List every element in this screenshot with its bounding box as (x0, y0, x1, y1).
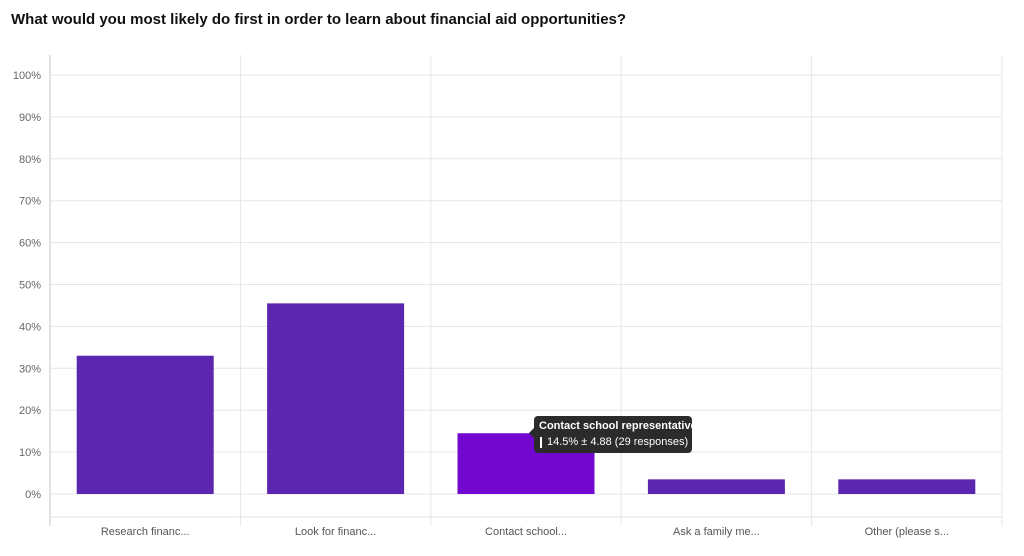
y-tick-label: 10% (19, 447, 41, 459)
x-tick-label: Contact school... (485, 526, 567, 538)
y-tick-label: 70% (19, 196, 41, 208)
y-tick-label: 60% (19, 238, 41, 250)
y-tick-label: 30% (19, 363, 41, 375)
chart-title: What would you most likely do first in o… (11, 11, 627, 28)
tooltip-title: Contact school representative (539, 420, 697, 432)
x-tick-label: Look for financ... (295, 526, 376, 538)
x-tick-label: Research financ... (101, 526, 190, 538)
y-tick-label: 20% (19, 405, 41, 417)
bar (267, 303, 405, 494)
bar (76, 355, 214, 494)
y-tick-label: 90% (19, 112, 41, 124)
tooltip-swatch (540, 436, 542, 448)
y-tick-label: 50% (19, 280, 41, 292)
x-tick-label: Other (please s... (865, 526, 949, 538)
chart-tooltip: Contact school representative 14.5% ± 4.… (529, 416, 697, 453)
y-tick-label: 0% (25, 489, 41, 501)
bar (838, 479, 976, 494)
y-tick-label: 80% (19, 154, 41, 166)
y-tick-label: 100% (13, 70, 41, 82)
tooltip-value-row: 14.5% ± 4.88 (29 responses) (539, 435, 689, 449)
tooltip-value: 14.5% ± 4.88 (29 responses) (547, 436, 689, 448)
x-tick-label: Ask a family me... (673, 526, 760, 538)
y-tick-label: 40% (19, 321, 41, 333)
bar (647, 479, 785, 494)
